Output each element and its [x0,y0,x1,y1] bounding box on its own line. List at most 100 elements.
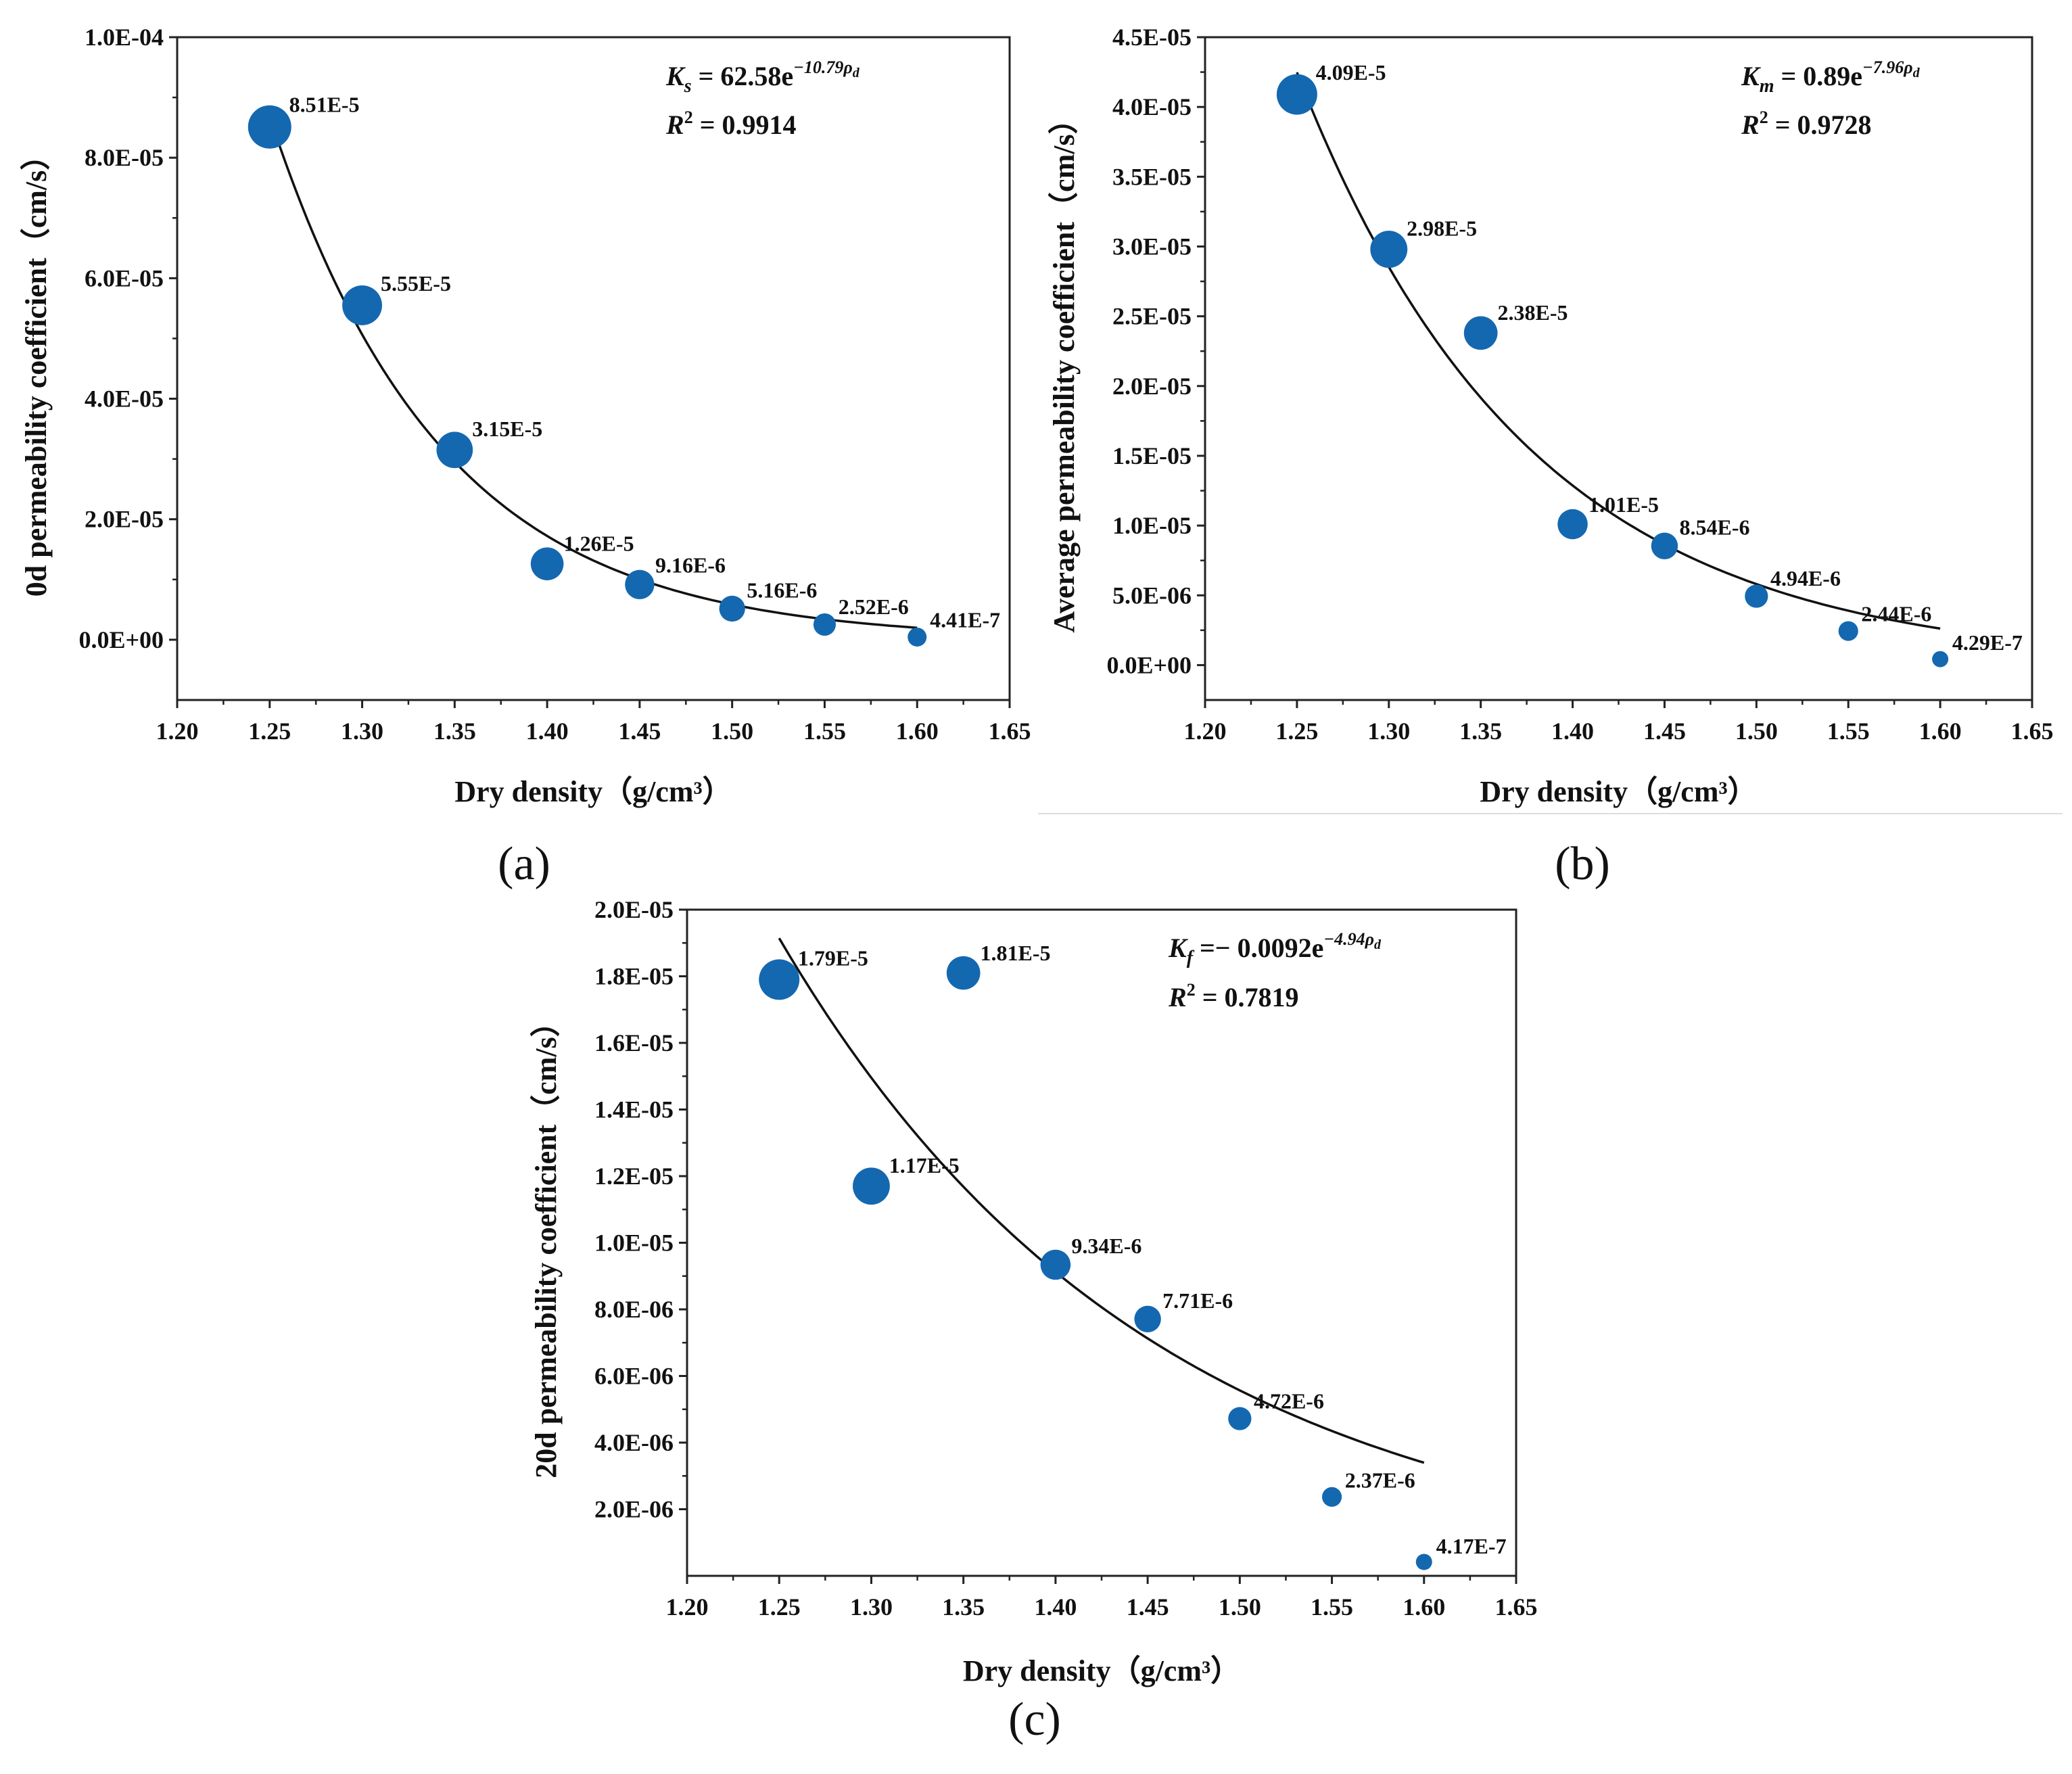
x-tick-label: 1.65 [2011,718,2054,745]
x-tick-label: 1.55 [1311,1593,1353,1620]
y-tick-label: 5.0E-06 [1112,582,1192,609]
data-point [946,956,981,990]
x-tick-label: 1.30 [1367,718,1410,745]
y-tick-label: 1.0E-04 [85,24,164,51]
data-label: 4.09E-5 [1316,60,1386,85]
x-tick-label: 1.45 [1643,718,1686,745]
data-point [853,1167,890,1205]
y-tick-label: 2.0E-05 [1112,373,1192,400]
x-tick-label: 1.45 [1127,1593,1169,1620]
y-tick-label: 6.0E-06 [594,1363,674,1390]
y-tick-label: 4.0E-06 [594,1429,674,1456]
x-tick-label: 1.40 [1551,718,1594,745]
x-tick-label: 1.65 [989,718,1031,745]
data-point [436,431,473,469]
data-point [1838,621,1858,641]
data-label: 1.81E-5 [981,941,1051,965]
panel-a: 1.20 1.25 1.30 1.35 1.40 1.45 1.50 1.55 1.60 1.65… [20,24,1031,890]
x-tick-label: 1.35 [433,718,476,745]
data-label: 4.72E-6 [1254,1389,1324,1414]
data-point [759,959,800,1000]
data-label: 4.29E-7 [1952,630,2023,655]
panel-c: 1.20 1.25 1.30 1.35 1.40 1.45 1.50 1.55 1.60 1.65… [529,896,1538,1746]
x-tick-label: 1.20 [666,1593,709,1620]
y-tick-label: 1.0E-05 [1112,512,1192,539]
data-point [530,547,564,580]
data-label: 1.26E-5 [564,532,634,556]
data-label: 9.34E-6 [1071,1234,1141,1258]
data-point [1321,1487,1342,1507]
data-point [1276,74,1317,115]
y-tick-label: 2.5E-05 [1112,303,1192,330]
data-label: 3.15E-5 [472,417,542,441]
y-tick-label: 3.0E-05 [1112,233,1192,260]
data-point [1463,316,1498,350]
y-axis-title: 0d permeability coefficient（cm/s） [20,141,53,597]
data-label: 8.51E-5 [289,92,360,116]
data-point [719,595,745,622]
y-tick-label: 0.0E+00 [78,626,164,653]
y-tick-label: 4.0E-05 [85,386,164,413]
r-squared: R2 = 0.9728 [1741,108,1871,140]
y-tick-label: 6.0E-05 [85,264,164,291]
fit-curve [1296,72,1941,630]
data-label: 2.44E-6 [1861,602,1931,626]
r-squared: R2 = 0.7819 [1168,980,1298,1012]
data-point [1557,509,1588,540]
y-tick-label: 0.0E+00 [1106,651,1192,678]
data-point [625,569,655,600]
data-label: 2.98E-5 [1407,216,1477,240]
x-tick-label: 1.50 [1735,718,1778,745]
fit-curve [268,116,918,629]
data-label: 7.71E-6 [1162,1288,1233,1313]
fit-equation: Kf =− 0.0092e−4.94ρd [1168,929,1382,968]
data-point [1745,584,1768,608]
y-axis-title: Average permeability coefficient（cm/s） [1047,104,1081,632]
data-point [342,285,382,325]
y-tick-label: 8.0E-06 [594,1296,674,1323]
x-tick-label: 1.30 [341,718,383,745]
x-tick-label: 1.55 [803,718,846,745]
data-point [1370,231,1408,269]
x-tick-label: 1.35 [1459,718,1502,745]
x-tick-label: 1.35 [942,1593,985,1620]
panel-label: (a) [498,838,550,890]
x-tick-label: 1.50 [711,718,753,745]
r-squared: R2 = 0.9914 [665,108,796,140]
data-point [1651,532,1678,559]
y-tick-label: 2.0E-06 [594,1496,674,1523]
y-tick-label: 2.0E-05 [85,506,164,533]
data-point [1134,1305,1161,1332]
x-tick-label: 1.55 [1827,718,1870,745]
y-tick-label: 3.5E-05 [1112,163,1192,190]
x-tick-label: 1.25 [1275,718,1318,745]
y-tick-label: 1.4E-05 [594,1096,674,1123]
data-point [813,613,837,636]
x-tick-label: 1.65 [1495,1593,1538,1620]
y-tick-label: 1.0E-05 [594,1230,674,1257]
x-tick-label: 1.20 [1184,718,1227,745]
y-tick-label: 1.2E-05 [594,1163,674,1190]
data-label: 5.55E-5 [381,271,451,296]
plot-frame [1204,36,2033,701]
x-tick-label: 1.60 [896,718,939,745]
data-label: 4.17E-7 [1436,1534,1507,1558]
x-tick-label: 1.40 [1034,1593,1077,1620]
data-point [1932,651,1949,668]
y-tick-label: 4.0E-05 [1112,93,1192,120]
data-label: 4.41E-7 [930,608,1000,632]
x-tick-label: 1.30 [850,1593,893,1620]
data-label: 1.17E-5 [889,1153,960,1177]
data-label: 9.16E-6 [655,553,726,578]
y-tick-label: 2.0E-05 [594,896,674,923]
data-label: 5.16E-6 [747,578,817,602]
data-point [1040,1249,1071,1280]
y-tick-label: 8.0E-05 [85,144,164,171]
x-tick-label: 1.50 [1219,1593,1261,1620]
x-tick-label: 1.20 [156,718,199,745]
y-tick-label: 1.8E-05 [594,963,674,990]
x-axis-title: Dry density（g/cm³） [963,1654,1240,1687]
x-tick-label: 1.25 [758,1593,801,1620]
panel-label: (c) [1008,1694,1061,1746]
